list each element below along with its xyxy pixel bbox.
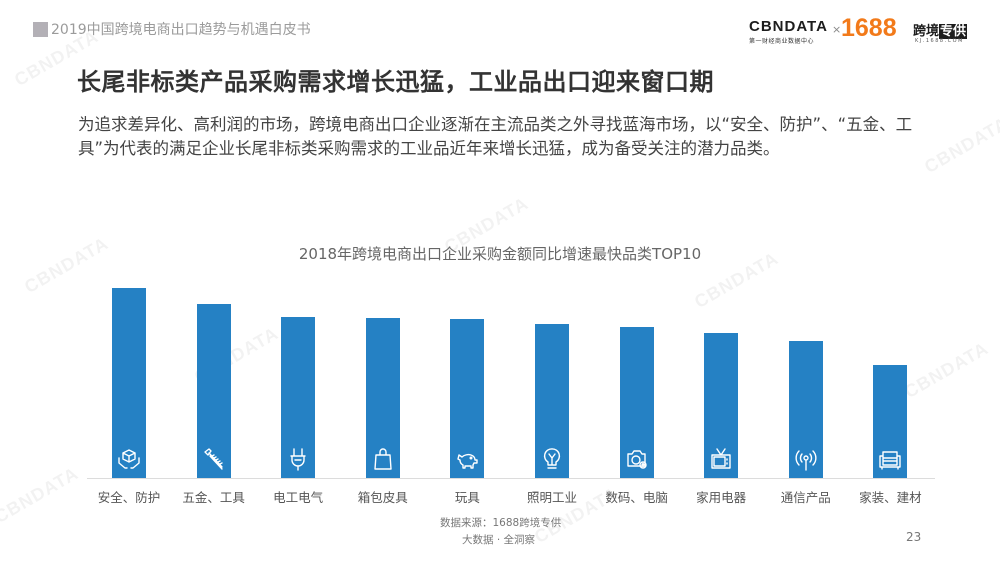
bar-chart: [87, 280, 935, 478]
bar: [196, 304, 231, 478]
brand-logos: CBNDATA 第一财经商业数据中心 × 1688 跨境专供 KJ.1688.C…: [749, 14, 979, 48]
light-bulb-icon: [543, 448, 561, 469]
bar: [450, 319, 485, 478]
category-label: 家用电器: [696, 490, 747, 505]
bar: [365, 318, 400, 478]
category-label: 玩具: [454, 490, 480, 505]
bar: [619, 327, 654, 478]
bar: [704, 333, 739, 478]
kuajing-logo: 跨境专供: [913, 20, 968, 39]
category-label: 数码、电脑: [605, 490, 668, 505]
cbndata-subtitle: 第一财经商业数据中心: [749, 38, 815, 45]
piggy-icon: [457, 453, 479, 469]
category-label: 箱包皮具: [357, 490, 408, 505]
watermark: CBNDATA: [921, 113, 1000, 178]
cbndata-logo: CBNDATA: [749, 18, 828, 35]
bar: [873, 365, 908, 478]
footer-slogan: 大数据 · 全洞察: [462, 534, 536, 546]
category-label: 通信产品: [780, 490, 831, 505]
report-title: 2019中国跨境电商出口趋势与机遇白皮书: [51, 22, 311, 38]
header-square-icon: [33, 21, 48, 37]
report-header: 2019中国跨境电商出口趋势与机遇白皮书: [33, 19, 311, 39]
watermark: CBNDATA: [0, 463, 82, 528]
tv-icon: [711, 448, 731, 469]
zhuangong-text: 专供: [939, 24, 968, 39]
category-label: 安全、防护: [97, 490, 161, 505]
category-label: 电工电气: [273, 490, 324, 505]
page-title: 长尾非标类产品采购需求增长迅猛，工业品出口迎来窗口期: [77, 68, 714, 96]
plug-icon: [290, 448, 306, 471]
sofa-icon: [879, 451, 902, 470]
times-sign: ×: [832, 23, 842, 36]
intro-paragraph: 为追求差异化、高利润的市场，跨境电商出口企业逐渐在主流品类之外寻找蓝海市场，以“…: [78, 115, 913, 158]
category-label: 五金、工具: [182, 490, 245, 505]
page-number: 23: [906, 530, 922, 544]
kuajing-text: 跨境: [913, 24, 940, 39]
box-in-hands-icon: [118, 449, 140, 469]
bar: [788, 341, 823, 478]
data-source: 数据来源：1688跨境专供: [440, 517, 562, 529]
bar: [112, 288, 146, 478]
shopping-bag-icon: [374, 448, 392, 470]
bar: [281, 317, 316, 478]
chart-title: 2018年跨境电商出口企业采购金额同比增速最快品类TOP10: [298, 245, 702, 263]
x-axis-line: [87, 478, 935, 479]
kuajing-url: KJ.1688.COM: [915, 38, 964, 44]
antenna-signal-icon: [795, 450, 817, 471]
bar: [535, 324, 569, 478]
category-label: 照明工业: [526, 490, 577, 505]
camera-icon: [626, 450, 647, 469]
logo-1688: 1688: [841, 14, 897, 42]
category-label: 家装、建材: [859, 490, 922, 505]
screw-icon: [203, 448, 223, 470]
